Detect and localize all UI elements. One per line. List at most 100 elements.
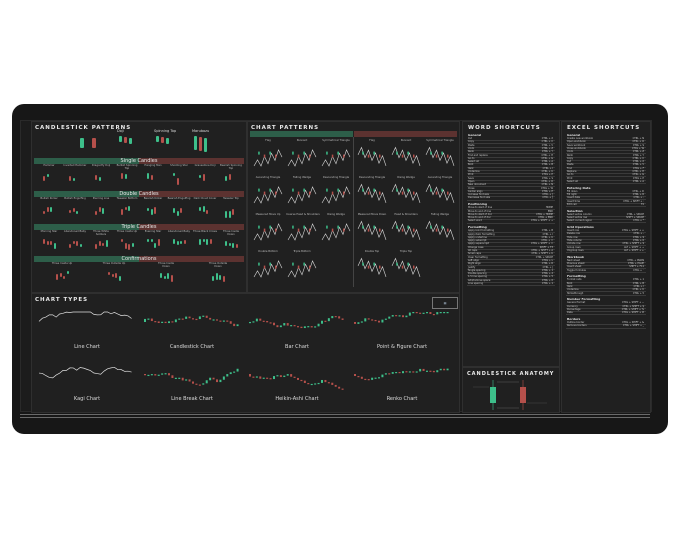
- candle-mark: [293, 325, 296, 327]
- pattern-candle: [95, 211, 98, 215]
- shortcut-name: Open workbook: [567, 140, 586, 144]
- pattern-candle: [50, 241, 53, 245]
- section-title: Triple Candles: [121, 224, 157, 230]
- candle-mark: [276, 375, 279, 377]
- pattern-candle: [441, 225, 443, 229]
- candle-mark: [391, 372, 394, 374]
- shortcut-section-title: General: [468, 133, 482, 137]
- candle-mark: [283, 323, 286, 326]
- pattern-candle: [147, 173, 150, 179]
- pattern-candle: [303, 151, 305, 155]
- candle-mark: [354, 322, 356, 324]
- excel-shortcuts-panel: EXCEL SHORTCUTS General Create new workbo…: [561, 121, 651, 413]
- pattern-candle: [46, 241, 49, 245]
- shortcut-name: Remove borders: [567, 324, 587, 328]
- shortcut-name: Unhide row: [567, 242, 581, 246]
- chart-pattern-label: Symmetrical Triangle: [426, 139, 454, 142]
- chart-pattern-sketch: [253, 223, 283, 241]
- candle-mark: [388, 316, 391, 319]
- shortcut-name: Find and replace: [468, 153, 488, 157]
- pattern-candle: [43, 239, 46, 244]
- pattern-candle: [367, 154, 370, 158]
- candle-mark: [408, 312, 411, 316]
- shortcut-keys: CTRL + 5: [632, 291, 644, 295]
- shortcut-keys: ALT + SHIFT + →: [624, 245, 644, 249]
- shortcut-row: Select word CTRL + SHIFT + →: [467, 219, 555, 224]
- pattern-candle: [331, 228, 334, 232]
- section-band-bull: [34, 191, 139, 197]
- shortcut-name: Strikethrough: [567, 291, 584, 295]
- section-band-bull: [34, 224, 139, 230]
- pattern-candle: [163, 276, 166, 279]
- chart-pattern-sketch: [391, 146, 421, 166]
- pattern-candle: [225, 176, 228, 181]
- pattern-line: [425, 183, 455, 203]
- pattern-label: Gravestone Doji: [194, 164, 216, 167]
- candle-mark: [395, 371, 398, 374]
- pattern-label: Dragonfly Doji: [91, 164, 111, 167]
- candle-mark: [378, 377, 380, 379]
- shortcut-name: Italic: [567, 285, 573, 288]
- pattern-candle: [401, 265, 404, 269]
- candle-mark: [422, 312, 425, 314]
- pattern-line: [321, 149, 351, 167]
- candle-mark: [164, 373, 167, 375]
- shortcut-keys: END: [547, 209, 553, 213]
- shortcut-row: Find CTRL + F: [566, 167, 646, 171]
- candle-mark: [307, 383, 310, 385]
- shortcut-name: All caps: [468, 249, 478, 252]
- chart-pattern-label: Ascending Triangle: [255, 176, 281, 179]
- shortcut-keys: CTRL + W: [540, 186, 553, 190]
- shortcut-keys: SHIFT + F11: [629, 265, 644, 269]
- pattern-candle: [98, 177, 101, 181]
- brand-logo: ▦: [432, 297, 458, 309]
- candle-mark: [439, 368, 442, 371]
- shortcut-row: Single spacing CTRL + 1: [467, 269, 555, 273]
- pattern-candle: [396, 225, 398, 229]
- shortcut-row: Bold CTRL + B: [467, 163, 555, 168]
- pattern-candle: [373, 151, 375, 155]
- top-pattern-candle: [199, 137, 202, 151]
- shortcut-name: Move to end of doc: [468, 216, 491, 220]
- pattern-line: [357, 220, 387, 240]
- pattern-candle: [131, 243, 134, 247]
- bearish-band: [354, 131, 457, 137]
- shortcut-row: Print CTRL + P: [467, 173, 555, 178]
- shortcut-keys: CTRL + SHIFT + #: [622, 311, 644, 315]
- candle-mark: [405, 371, 408, 373]
- pattern-candle: [150, 209, 153, 215]
- pattern-candle: [367, 191, 370, 195]
- candle-mark: [161, 373, 164, 375]
- pattern-candle: [124, 243, 127, 249]
- chart-pattern-sketch: [425, 183, 455, 203]
- shortcut-keys: CTRL + R: [541, 262, 553, 266]
- shortcut-keys: CTRL + Z: [541, 146, 553, 150]
- shortcut-name: Change case: [468, 245, 484, 249]
- candle-mark: [324, 320, 327, 322]
- pattern-candle: [309, 191, 311, 195]
- chart-pattern-label: Flag: [369, 139, 375, 142]
- pattern-candle: [173, 239, 176, 244]
- candle-mark: [303, 326, 306, 329]
- shortcut-keys: CTRL + G: [632, 173, 645, 177]
- candle-mark: [198, 316, 201, 320]
- shortcut-keys: CTRL + U: [541, 235, 553, 239]
- shortcut-name: Outline border: [567, 321, 585, 325]
- shortcut-row: Select current region CTRL + *: [566, 219, 646, 224]
- candle-mark: [154, 321, 157, 323]
- shortcut-row: Underline CTRL + U: [566, 288, 646, 293]
- candle-mark: [171, 375, 174, 379]
- pattern-candle: [373, 225, 375, 229]
- chart-pattern-sketch: [425, 146, 455, 166]
- candle-mark: [426, 312, 428, 314]
- shortcut-row: Increase font size CTRL + ]: [467, 193, 555, 198]
- shortcut-row: Hide row CTRL + 9: [566, 236, 646, 240]
- chart-pattern-sketch: [391, 257, 421, 277]
- pattern-candle: [173, 208, 176, 213]
- chart-pattern-label: Rising Wedge: [327, 213, 345, 216]
- legend-candle-bear: [92, 138, 96, 148]
- pattern-line: [391, 183, 421, 203]
- chart-pattern-sketch: [357, 257, 387, 277]
- bullish-band: [250, 131, 353, 137]
- shortcut-keys: CTRL + E: [541, 189, 553, 193]
